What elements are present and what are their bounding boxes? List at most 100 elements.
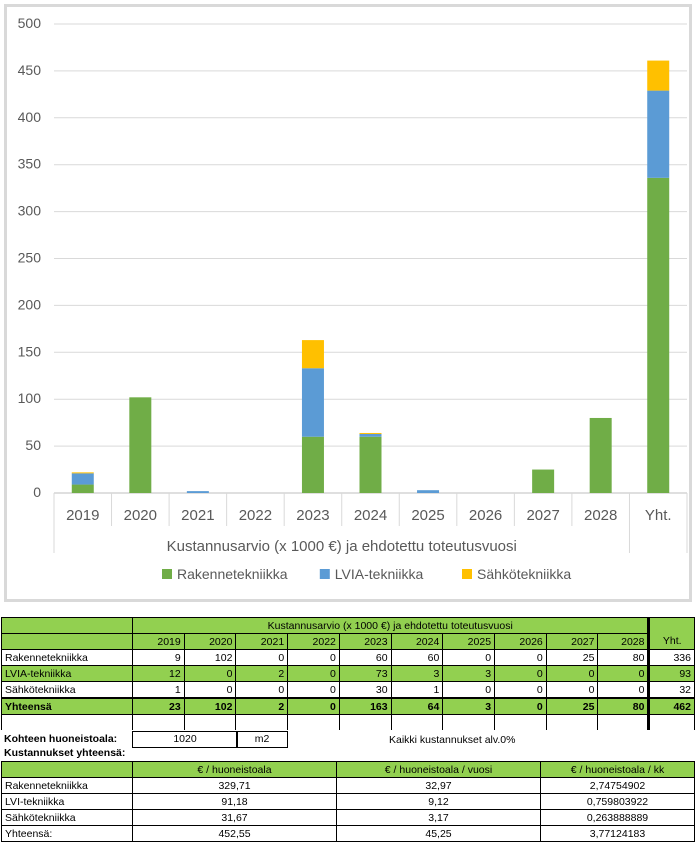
summary-cell: 91,18: [132, 793, 337, 810]
summary-cell: 3,17: [336, 809, 541, 826]
cost-cell: 0: [287, 697, 340, 715]
summary-cell: 9,12: [336, 793, 541, 810]
bar-segment: [71, 472, 94, 474]
x-tick-label: 2028: [584, 507, 617, 524]
vat-note: Kaikki kustannukset alv.0%: [389, 734, 516, 746]
cost-cell: 0: [235, 681, 289, 699]
year-header: 2022: [287, 633, 340, 650]
cost-table-year-row: 2019 2020 2021 2022 2023 2024 2025 2026 2027 2028…: [1, 633, 695, 650]
x-tick-label: Yht.: [645, 507, 672, 524]
summary-cell: 0,759803922: [540, 793, 695, 810]
summary-row-label: Yhteensä:: [1, 825, 133, 842]
row-total: 336: [648, 649, 695, 666]
cost-cell: 2: [235, 697, 289, 715]
bar-segment: [647, 60, 670, 91]
cost-cell: 9: [132, 649, 185, 666]
bar-segment: [71, 484, 94, 493]
x-tick-label: 2026: [469, 507, 502, 524]
year-header: 2028: [597, 633, 651, 650]
area-unit: m2: [236, 731, 288, 748]
empty-cell: [132, 714, 185, 730]
x-tick-label: 2020: [124, 507, 157, 524]
spacer-row: [1, 714, 695, 730]
summary-header-row: € / huoneistoala € / huoneistoala / vuos…: [1, 761, 695, 778]
x-tick-label: 2022: [239, 507, 272, 524]
x-tick-label: 2024: [354, 507, 387, 524]
cost-cell: 0: [442, 649, 496, 666]
empty-cell: [1, 633, 133, 650]
cost-cell: 0: [597, 681, 651, 699]
empty-cell: [597, 714, 651, 730]
year-header: 2026: [494, 633, 547, 650]
summary-cell: 3,77124183: [540, 825, 695, 842]
summary-row: LVI-tekniikka 91,18 9,12 0,759803922: [1, 793, 695, 810]
cost-cell: 102: [183, 649, 237, 666]
empty-cell: [287, 714, 340, 730]
bar-segment: [186, 491, 209, 493]
year-header: 2020: [183, 633, 237, 650]
cost-cell: 0: [287, 681, 340, 699]
year-header: 2027: [545, 633, 599, 650]
empty-cell: [648, 617, 695, 634]
total-header: Yht.: [648, 633, 695, 650]
cost-cell: 0: [287, 665, 340, 682]
bar-segment: [417, 490, 440, 493]
cost-cell: 80: [597, 697, 651, 715]
row-total: 462: [648, 697, 695, 715]
bar-segment: [359, 436, 382, 493]
cost-cell: 30: [338, 681, 392, 699]
y-tick-label: 250: [18, 250, 42, 266]
cost-cell: 25: [545, 697, 599, 715]
year-header: 2021: [235, 633, 289, 650]
empty-cell: [1, 761, 133, 778]
cost-cell: 0: [494, 681, 547, 699]
row-total: 93: [648, 665, 695, 682]
cost-cell: 23: [132, 697, 185, 715]
cost-cell: 60: [390, 649, 444, 666]
empty-cell: [494, 714, 547, 730]
y-tick-label: 300: [18, 203, 42, 219]
x-tick-label: 2027: [526, 507, 559, 524]
x-tick-label: 2025: [411, 507, 444, 524]
y-tick-label: 500: [18, 15, 42, 31]
summary-cell: 452,55: [132, 825, 337, 842]
empty-cell: [235, 714, 289, 730]
cost-cell: 0: [183, 665, 237, 682]
sum-row: Yhteensä 23 102 2 0 163 64 3 0 25 80 462: [1, 697, 695, 715]
summary-header: € / huoneistoala / vuosi: [336, 761, 541, 778]
y-tick-label: 0: [33, 484, 41, 500]
bar-segment: [647, 177, 670, 493]
summary-cell: 45,25: [336, 825, 541, 842]
y-tick-label: 100: [18, 390, 42, 406]
cost-table-title: Kustannusarvio (x 1000 €) ja ehdotettu t…: [131, 617, 651, 634]
cost-cell: 163: [338, 697, 392, 715]
summary-title: Kustannukset yhteensä:: [4, 747, 126, 759]
cost-row: Sähkötekniikka 1 0 0 0 30 1 0 0 0 0 32: [1, 681, 695, 699]
cost-cell: 1: [132, 681, 185, 699]
cost-cell: 0: [545, 681, 599, 699]
cost-cell: 60: [338, 649, 392, 666]
cost-cell: 1: [390, 681, 444, 699]
legend-swatch: [319, 569, 330, 579]
cost-cell: 0: [597, 665, 651, 682]
summary-cell: 329,71: [132, 777, 337, 794]
bar-segment: [301, 436, 324, 493]
legend-label: Rakennetekniikka: [177, 566, 288, 582]
cost-cell: 0: [287, 649, 340, 666]
summary-cell: 31,67: [132, 809, 337, 826]
chart-panel: 0 50 100 150 200 250 300 350 400 450 500 2019 2020 20…: [4, 4, 692, 602]
summary-cell: 0,263888889: [540, 809, 695, 826]
y-tick-label: 200: [18, 296, 42, 312]
bar-segment: [589, 417, 612, 493]
cost-cell: 0: [545, 665, 599, 682]
row-label: Sähkötekniikka: [1, 681, 133, 699]
bar-segment: [129, 397, 152, 493]
cost-cell: 2: [235, 665, 289, 682]
y-tick-label: 150: [18, 343, 42, 359]
empty-cell: [545, 714, 599, 730]
cost-cell: 73: [338, 665, 392, 682]
summary-row-label: Sähkötekniikka: [1, 809, 133, 826]
legend-label: LVIA-tekniikka: [335, 566, 424, 582]
y-tick-label: 450: [18, 62, 42, 78]
cost-cell: 64: [390, 697, 444, 715]
